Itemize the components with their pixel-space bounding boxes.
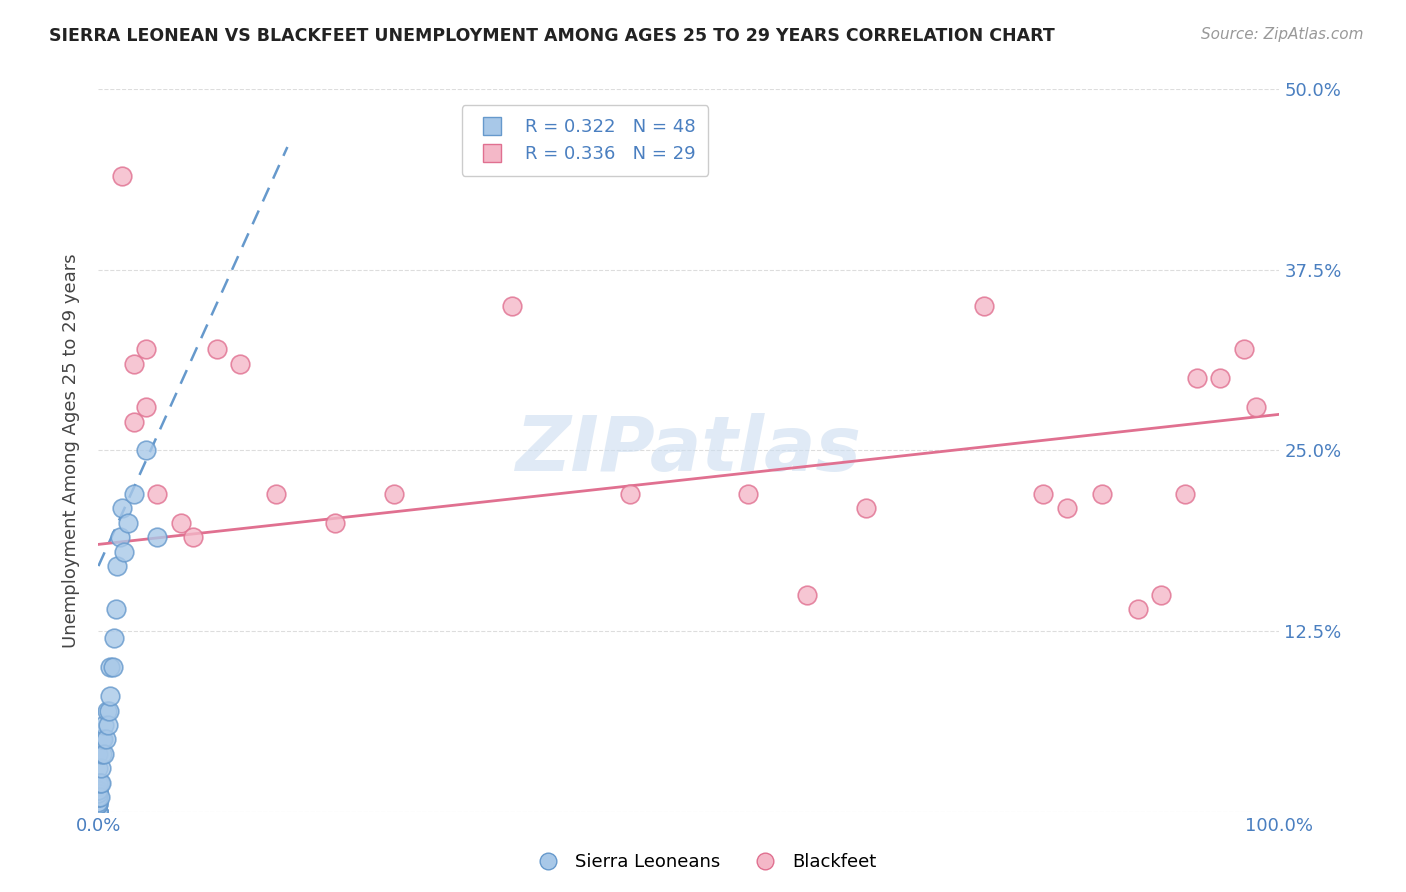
Point: [1091, 487, 1114, 501]
Point: [855, 501, 877, 516]
Point: [87, 786, 110, 800]
Point: [87, 790, 110, 805]
Point: [87, 783, 110, 797]
Point: [205, 343, 228, 357]
Point: [112, 544, 135, 558]
Point: [111, 501, 134, 516]
Point: [135, 400, 157, 414]
Point: [1150, 588, 1173, 602]
Point: [93, 718, 115, 732]
Point: [146, 530, 169, 544]
Point: [382, 487, 405, 501]
Point: [117, 516, 139, 530]
Point: [111, 169, 134, 183]
Point: [93, 747, 115, 761]
Point: [87, 797, 110, 812]
Point: [501, 299, 523, 313]
Point: [87, 805, 110, 819]
Point: [90, 761, 112, 775]
Point: [87, 783, 110, 797]
Point: [98, 660, 121, 674]
Point: [90, 776, 112, 790]
Point: [87, 805, 110, 819]
Point: [973, 299, 995, 313]
Point: [122, 415, 145, 429]
Point: [97, 718, 120, 732]
Legend: Sierra Leoneans, Blackfeet: Sierra Leoneans, Blackfeet: [523, 847, 883, 879]
Point: [87, 805, 110, 819]
Point: [87, 805, 110, 819]
Point: [94, 732, 117, 747]
Point: [1209, 371, 1232, 385]
Point: [98, 689, 121, 703]
Text: Source: ZipAtlas.com: Source: ZipAtlas.com: [1201, 27, 1364, 42]
Point: [1244, 400, 1267, 414]
Point: [103, 632, 125, 646]
Point: [87, 805, 110, 819]
Legend: R = 0.322   N = 48, R = 0.336   N = 29: R = 0.322 N = 48, R = 0.336 N = 29: [461, 105, 709, 176]
Point: [105, 602, 128, 616]
Point: [108, 530, 131, 544]
Point: [181, 530, 204, 544]
Point: [87, 805, 110, 819]
Point: [1056, 501, 1078, 516]
Point: [1032, 487, 1054, 501]
Point: [101, 660, 124, 674]
Point: [146, 487, 169, 501]
Point: [87, 805, 110, 819]
Text: SIERRA LEONEAN VS BLACKFEET UNEMPLOYMENT AMONG AGES 25 TO 29 YEARS CORRELATION C: SIERRA LEONEAN VS BLACKFEET UNEMPLOYMENT…: [49, 27, 1054, 45]
Point: [1185, 371, 1208, 385]
Point: [89, 776, 111, 790]
Point: [1233, 343, 1256, 357]
Point: [737, 487, 759, 501]
Point: [87, 776, 110, 790]
Point: [87, 805, 110, 819]
Point: [87, 805, 110, 819]
Point: [229, 357, 252, 371]
Point: [87, 790, 110, 805]
Point: [91, 732, 114, 747]
Point: [91, 747, 114, 761]
Point: [796, 588, 818, 602]
Point: [264, 487, 287, 501]
Text: ZIPatlas: ZIPatlas: [516, 414, 862, 487]
Point: [1126, 602, 1149, 616]
Point: [87, 795, 110, 809]
Point: [135, 443, 157, 458]
Point: [96, 704, 118, 718]
Point: [87, 761, 110, 775]
Point: [323, 516, 346, 530]
Point: [87, 805, 110, 819]
Point: [89, 790, 111, 805]
Point: [122, 487, 145, 501]
Point: [91, 732, 114, 747]
Point: [122, 357, 145, 371]
Point: [135, 343, 157, 357]
Point: [105, 559, 128, 574]
Y-axis label: Unemployment Among Ages 25 to 29 years: Unemployment Among Ages 25 to 29 years: [62, 253, 80, 648]
Point: [87, 805, 110, 819]
Point: [87, 797, 110, 812]
Point: [619, 487, 641, 501]
Point: [98, 704, 121, 718]
Point: [1174, 487, 1197, 501]
Point: [87, 747, 110, 761]
Point: [170, 516, 193, 530]
